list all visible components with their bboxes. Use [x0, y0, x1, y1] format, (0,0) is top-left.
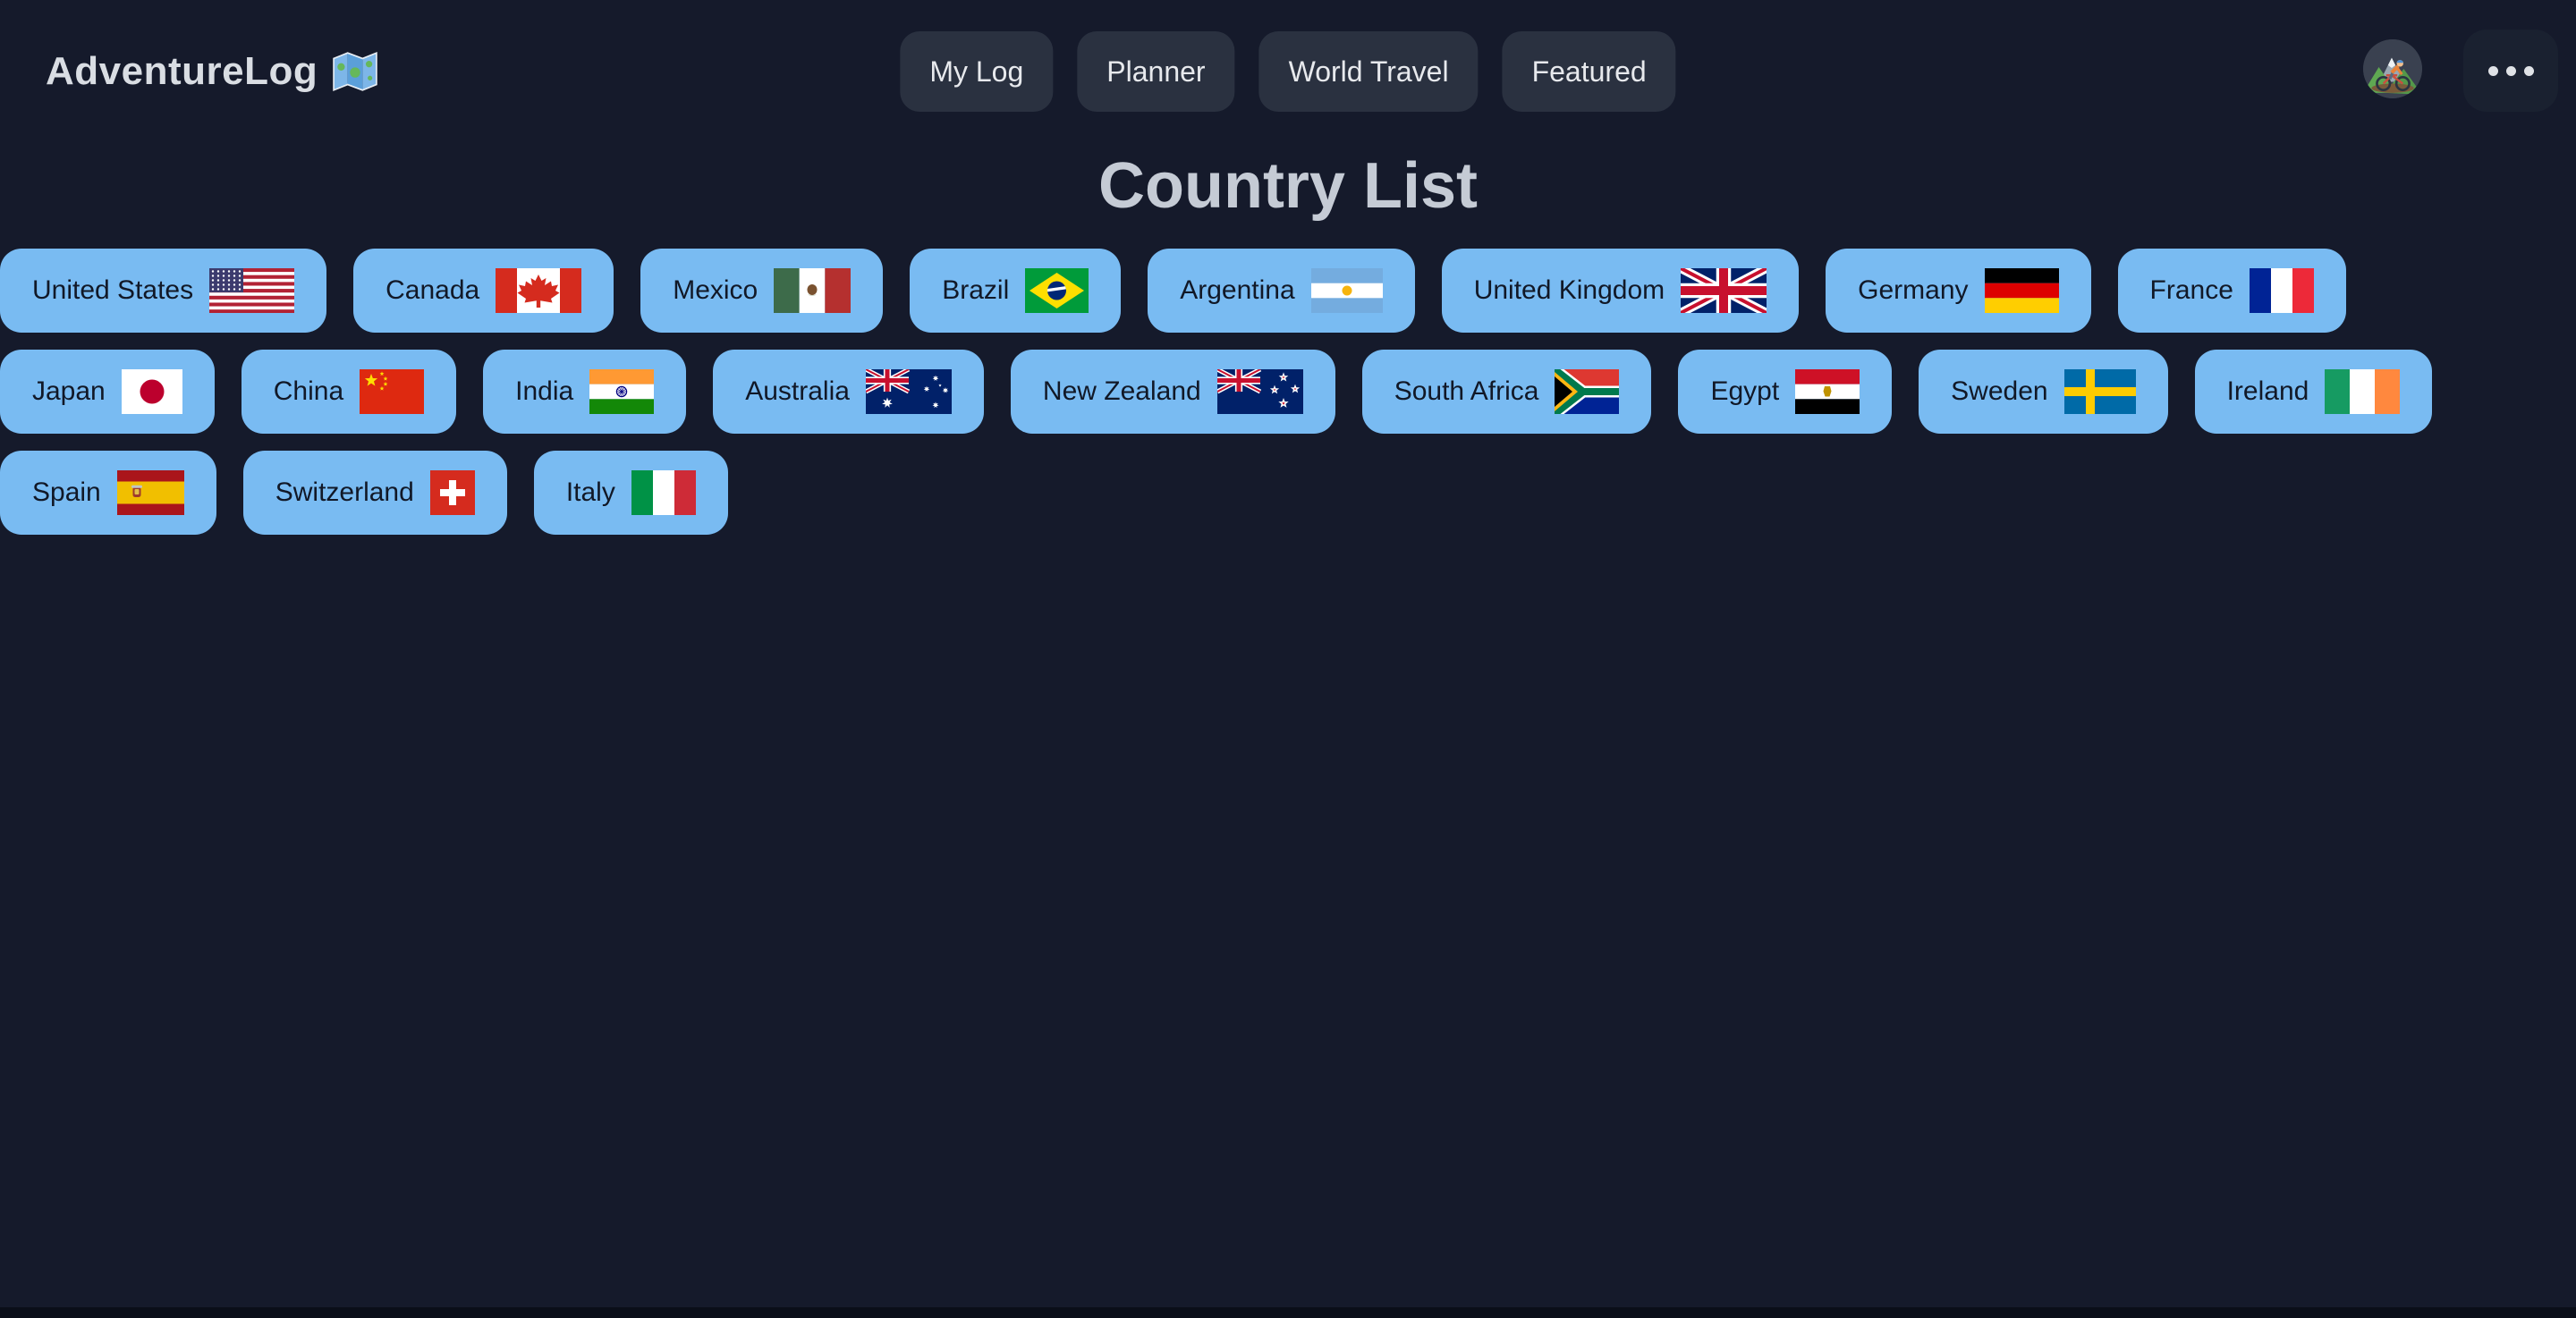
- world-map-icon: [332, 50, 378, 93]
- country-button-germany[interactable]: Germany: [1826, 249, 2091, 333]
- country-name-label: Germany: [1858, 275, 1969, 305]
- nav-tab-planner[interactable]: Planner: [1077, 31, 1235, 112]
- page-title: Country List: [1098, 150, 1478, 222]
- flag-icon-ie: [2325, 369, 2401, 414]
- country-button-united-kingdom[interactable]: United Kingdom: [1441, 249, 1800, 333]
- country-row: Japan China India Australia New Zealand South…: [0, 350, 2576, 434]
- country-button-ireland[interactable]: Ireland: [2194, 350, 2433, 434]
- user-avatar-button[interactable]: [2363, 39, 2422, 98]
- country-button-australia[interactable]: Australia: [713, 350, 984, 434]
- mountain-biker-icon: [2363, 39, 2422, 98]
- bottom-edge-bar: [0, 1307, 2576, 1318]
- country-button-spain[interactable]: Spain: [0, 451, 216, 535]
- country-button-new-zealand[interactable]: New Zealand: [1010, 350, 1335, 434]
- flag-icon-br: [1025, 268, 1089, 313]
- nav-tab-featured[interactable]: Featured: [1502, 31, 1676, 112]
- flag-icon-es: [116, 470, 184, 515]
- country-button-switzerland[interactable]: Switzerland: [242, 451, 507, 535]
- flag-icon-mx: [774, 268, 852, 313]
- flag-icon-cn: [360, 369, 425, 414]
- country-button-mexico[interactable]: Mexico: [640, 249, 884, 333]
- flag-icon-in: [589, 369, 655, 414]
- country-name-label: Japan: [32, 376, 106, 406]
- country-button-china[interactable]: China: [241, 350, 457, 434]
- country-button-italy[interactable]: Italy: [533, 451, 728, 535]
- country-name-label: Egypt: [1710, 376, 1780, 406]
- app-header: AdventureLog My Log Planner World Travel Fe…: [0, 0, 2576, 148]
- app-logo[interactable]: AdventureLog: [46, 49, 378, 94]
- country-button-japan[interactable]: Japan: [0, 350, 215, 434]
- country-button-sweden[interactable]: Sweden: [1919, 350, 2168, 434]
- dot: [2487, 65, 2498, 76]
- country-row: United States Canada Mexico Brazil Argentina…: [0, 249, 2576, 333]
- dot: [2523, 65, 2534, 76]
- flag-icon-ch: [429, 470, 475, 515]
- flag-icon-ca: [496, 268, 582, 313]
- country-name-label: United Kingdom: [1473, 275, 1665, 305]
- country-name-label: Argentina: [1180, 275, 1295, 305]
- country-button-france[interactable]: France: [2117, 249, 2346, 333]
- country-name-label: Italy: [565, 477, 615, 507]
- flag-icon-eg: [1795, 369, 1860, 414]
- country-name-label: South Africa: [1394, 376, 1539, 406]
- country-name-label: China: [273, 376, 344, 406]
- flag-icon-it: [631, 470, 696, 515]
- country-name-label: Sweden: [1951, 376, 2048, 406]
- nav-tab-my-log[interactable]: My Log: [900, 31, 1054, 112]
- flag-icon-ar: [1310, 268, 1383, 313]
- country-list: United States Canada Mexico Brazil Argentina…: [0, 249, 2576, 535]
- country-name-label: Australia: [745, 376, 850, 406]
- country-button-united-states[interactable]: United States: [0, 249, 327, 333]
- more-options-button[interactable]: [2463, 30, 2558, 112]
- country-name-label: Switzerland: [275, 477, 414, 507]
- country-row: Spain Switzerland Italy: [0, 451, 2576, 535]
- country-name-label: India: [515, 376, 574, 406]
- flag-icon-gb: [1681, 268, 1767, 313]
- country-name-label: Brazil: [942, 275, 1010, 305]
- country-name-label: France: [2149, 275, 2233, 305]
- nav-tab-world-travel[interactable]: World Travel: [1258, 31, 1479, 112]
- country-button-egypt[interactable]: Egypt: [1678, 350, 1893, 434]
- flag-icon-de: [1984, 268, 2059, 313]
- flag-icon-se: [2063, 369, 2136, 414]
- flag-icon-au: [865, 369, 952, 414]
- dot: [2505, 65, 2516, 76]
- country-name-label: Mexico: [673, 275, 758, 305]
- country-button-south-africa[interactable]: South Africa: [1361, 350, 1652, 434]
- country-button-india[interactable]: India: [483, 350, 687, 434]
- flag-icon-us: [209, 268, 295, 313]
- country-button-argentina[interactable]: Argentina: [1148, 249, 1415, 333]
- country-button-brazil[interactable]: Brazil: [910, 249, 1122, 333]
- country-name-label: Canada: [386, 275, 480, 305]
- main-nav: My Log Planner World Travel Featured: [900, 31, 1676, 112]
- country-name-label: Spain: [32, 477, 101, 507]
- flag-icon-fr: [2249, 268, 2314, 313]
- flag-icon-nz: [1216, 369, 1303, 414]
- country-name-label: United States: [32, 275, 194, 305]
- flag-icon-za: [1555, 369, 1620, 414]
- country-name-label: Ireland: [2226, 376, 2309, 406]
- app-title: AdventureLog: [46, 49, 318, 93]
- country-button-canada[interactable]: Canada: [353, 249, 614, 333]
- country-name-label: New Zealand: [1042, 376, 1201, 406]
- flag-icon-jp: [121, 369, 182, 414]
